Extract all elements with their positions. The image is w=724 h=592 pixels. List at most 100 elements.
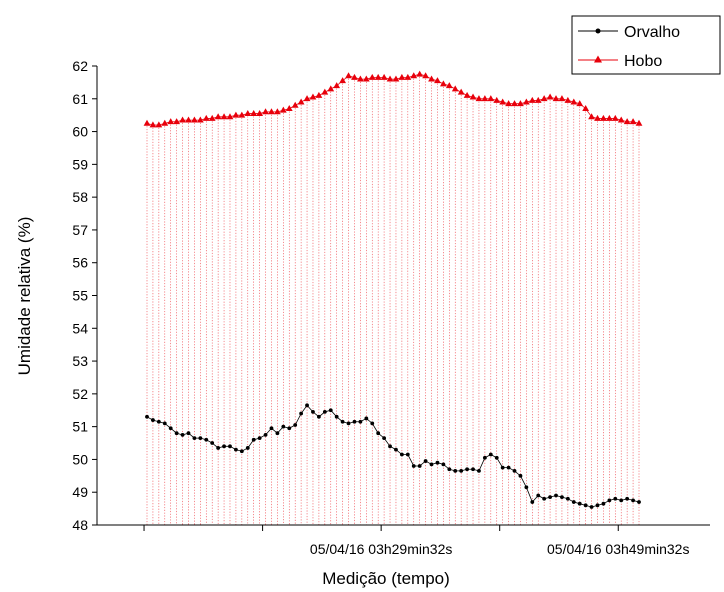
data-point-hobo <box>611 114 619 121</box>
data-point-hobo <box>505 100 512 107</box>
data-point-orvalho <box>382 436 387 441</box>
data-point-orvalho <box>583 503 588 508</box>
legend-swatch-orvalho-marker <box>595 28 601 34</box>
x-tick-label: 05/04/16 03h29min32s <box>310 541 452 557</box>
y-tick-label: 49 <box>72 484 88 500</box>
data-point-orvalho <box>571 500 576 504</box>
data-point-orvalho <box>405 452 410 457</box>
data-point-orvalho <box>322 409 327 414</box>
data-point-hobo <box>214 113 222 120</box>
series-line-hobo <box>146 73 640 126</box>
data-point-orvalho <box>435 460 440 465</box>
data-point-hobo <box>374 73 382 80</box>
data-point-orvalho <box>500 465 505 470</box>
y-axis-ticks: 48 49 50 51 52 53 54 55 56 57 58 59 60 61 62 <box>72 58 97 533</box>
data-point-orvalho <box>156 419 161 424</box>
data-point-orvalho <box>180 432 185 437</box>
y-tick-label: 53 <box>72 353 88 369</box>
data-point-orvalho <box>299 411 304 416</box>
data-point-orvalho <box>168 426 173 431</box>
data-point-orvalho <box>399 452 404 457</box>
data-point-orvalho <box>488 452 493 457</box>
data-point-hobo <box>161 119 169 126</box>
data-point-hobo <box>149 121 157 128</box>
data-point-orvalho <box>595 503 600 508</box>
data-point-hobo <box>368 73 376 80</box>
data-point-orvalho <box>275 431 280 436</box>
data-point-hobo <box>232 111 240 118</box>
data-point-hobo <box>362 75 370 82</box>
x-tick-label: 05/04/16 03h49min32s <box>547 541 689 557</box>
data-point-hobo <box>570 98 578 105</box>
y-tick-label: 60 <box>72 124 88 140</box>
data-point-hobo <box>434 77 441 84</box>
data-point-hobo <box>457 88 465 95</box>
data-point-orvalho <box>174 431 179 436</box>
data-point-orvalho <box>210 441 215 445</box>
data-point-hobo <box>339 77 347 84</box>
data-point-orvalho <box>423 459 428 463</box>
data-point-hobo <box>392 75 400 82</box>
data-point-orvalho <box>417 464 422 468</box>
data-point-hobo <box>576 100 584 107</box>
data-point-orvalho <box>281 424 286 429</box>
data-point-orvalho <box>411 464 416 468</box>
legend-box <box>571 15 721 75</box>
data-point-orvalho <box>269 426 274 431</box>
data-point-hobo <box>226 113 234 120</box>
data-point-orvalho <box>222 444 226 449</box>
data-point-hobo <box>428 75 435 82</box>
data-point-hobo <box>208 114 216 121</box>
data-point-orvalho <box>453 469 458 473</box>
data-point-orvalho <box>228 444 232 449</box>
data-point-hobo <box>167 118 175 125</box>
data-point-orvalho <box>263 432 268 437</box>
data-point-hobo <box>534 96 542 103</box>
y-tick-label: 56 <box>72 255 88 271</box>
y-tick-label: 58 <box>72 189 88 205</box>
data-point-orvalho <box>257 436 262 441</box>
data-point-orvalho <box>216 446 221 450</box>
data-point-hobo <box>517 100 524 107</box>
data-point-hobo <box>416 70 424 77</box>
data-point-orvalho <box>512 469 517 473</box>
data-point-hobo <box>439 80 447 87</box>
data-point-hobo <box>546 93 554 100</box>
data-point-orvalho <box>471 467 475 472</box>
y-tick-label: 48 <box>72 517 88 533</box>
data-point-orvalho <box>477 469 481 473</box>
data-markers <box>143 70 643 509</box>
data-point-hobo <box>451 85 459 92</box>
data-point-hobo <box>617 116 625 123</box>
data-point-hobo <box>469 93 477 100</box>
data-point-hobo <box>321 88 329 95</box>
x-axis-title: Medição (tempo) <box>322 569 450 588</box>
data-point-hobo <box>463 91 471 98</box>
data-point-orvalho <box>145 414 149 419</box>
y-tick-label: 51 <box>72 419 88 435</box>
data-point-hobo <box>351 73 358 80</box>
data-point-hobo <box>380 73 388 80</box>
data-point-orvalho <box>293 423 298 427</box>
data-point-orvalho <box>251 437 256 442</box>
data-point-orvalho <box>613 496 618 501</box>
data-point-orvalho <box>204 437 209 442</box>
data-point-orvalho <box>328 408 333 413</box>
data-point-orvalho <box>465 467 469 472</box>
data-point-hobo <box>327 85 335 92</box>
data-point-orvalho <box>536 493 541 498</box>
data-point-orvalho <box>305 403 309 408</box>
data-point-hobo <box>511 100 518 107</box>
data-point-orvalho <box>311 409 315 414</box>
data-point-hobo <box>333 82 341 89</box>
data-point-orvalho <box>577 501 582 506</box>
data-point-hobo <box>404 73 412 80</box>
data-point-orvalho <box>625 496 630 501</box>
drop-lines <box>146 74 640 525</box>
data-point-orvalho <box>192 436 197 441</box>
data-point-hobo <box>600 114 607 121</box>
data-point-hobo <box>185 116 192 123</box>
data-point-orvalho <box>494 455 499 460</box>
data-point-hobo <box>155 121 163 128</box>
